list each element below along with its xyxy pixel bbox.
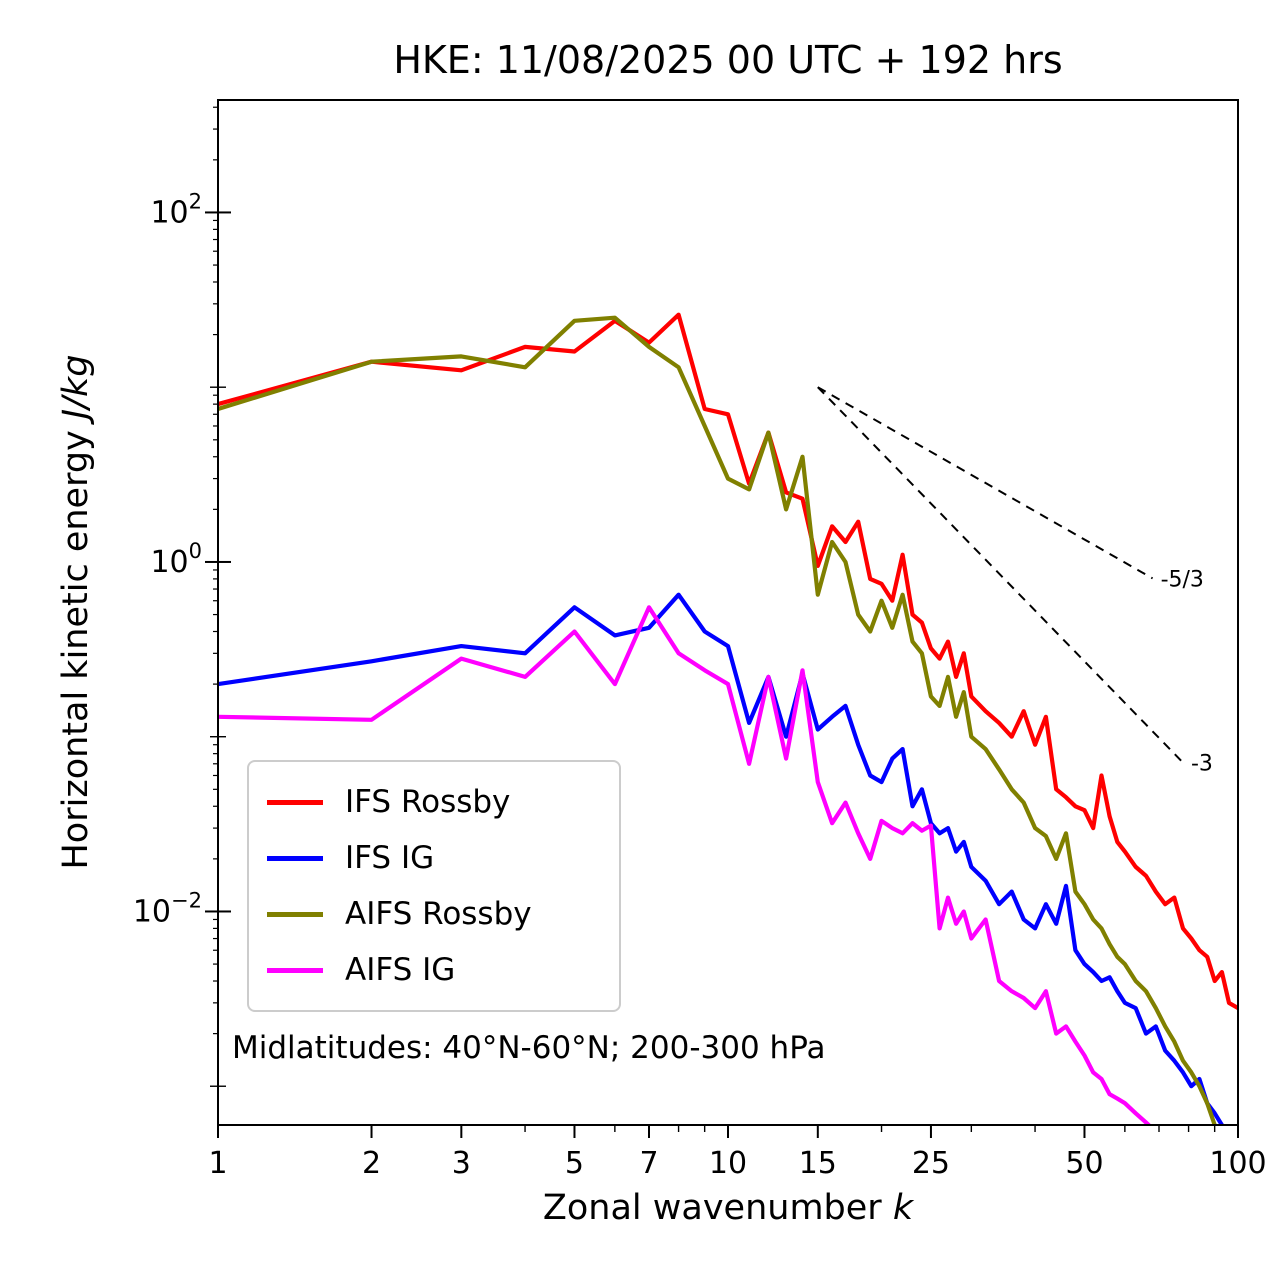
y-axis-label-symbol: J/kg <box>56 354 96 420</box>
y-tick-label: 10−2 <box>133 888 202 929</box>
x-tick-label: 3 <box>452 1146 471 1181</box>
reference-slope-line <box>817 386 1154 580</box>
legend-line-swatch-aifs-ig <box>267 967 323 973</box>
legend-item: IFS Rossby <box>263 774 609 830</box>
region-annotation: Midlatitudes: 40°N-60°N; 200-300 hPa <box>232 1030 826 1066</box>
chart-title: HKE: 11/08/2025 00 UTC + 192 hrs <box>393 38 1063 82</box>
series-line-ifs-rossby <box>218 312 1238 1011</box>
legend-item: IFS IG <box>263 830 609 886</box>
reference-slope-line <box>817 386 1184 764</box>
series-line-ifs-ig <box>218 592 1225 1125</box>
x-axis-label-symbol: k <box>892 1188 914 1228</box>
x-tick-label: 5 <box>565 1146 584 1181</box>
x-tick-label: 7 <box>639 1146 658 1181</box>
legend-line-swatch-ifs-ig <box>267 855 323 861</box>
legend-label: IFS Rossby <box>345 784 511 820</box>
series-line-aifs-rossby <box>218 315 1218 1125</box>
legend-label: AIFS IG <box>345 952 456 988</box>
x-tick-label: 25 <box>912 1146 950 1181</box>
plot-area <box>218 312 1238 1125</box>
legend-line-swatch-ifs-rossby <box>267 799 323 805</box>
y-tick-label: 100 <box>150 539 202 580</box>
x-tick-label: 50 <box>1065 1146 1103 1181</box>
legend-item: AIFS IG <box>263 942 609 998</box>
reference-slope-label: -3 <box>1191 752 1213 777</box>
series-line-aifs-ig <box>218 605 1152 1125</box>
y-axis-label-text: Horizontal kinetic energy <box>56 419 96 870</box>
legend-item: AIFS Rossby <box>263 886 609 942</box>
legend: IFS Rossby IFS IG AIFS Rossby AIFS IG <box>247 760 621 1012</box>
y-axis-label: Horizontal kinetic energy J/kg <box>56 354 96 869</box>
y-tick-label: 102 <box>150 189 202 230</box>
x-axis-label: Zonal wavenumber k <box>218 1188 1238 1228</box>
legend-label: IFS IG <box>345 840 435 876</box>
x-tick-label: 15 <box>799 1146 837 1181</box>
x-tick-label: 2 <box>362 1146 381 1181</box>
x-tick-label: 100 <box>1209 1146 1266 1181</box>
x-tick-label: 10 <box>709 1146 747 1181</box>
reference-slope-label: -5/3 <box>1161 567 1204 592</box>
x-axis-label-text: Zonal wavenumber <box>542 1188 893 1228</box>
legend-line-swatch-aifs-rossby <box>267 911 323 917</box>
legend-label: AIFS Rossby <box>345 896 532 932</box>
x-tick-label: 1 <box>208 1146 227 1181</box>
